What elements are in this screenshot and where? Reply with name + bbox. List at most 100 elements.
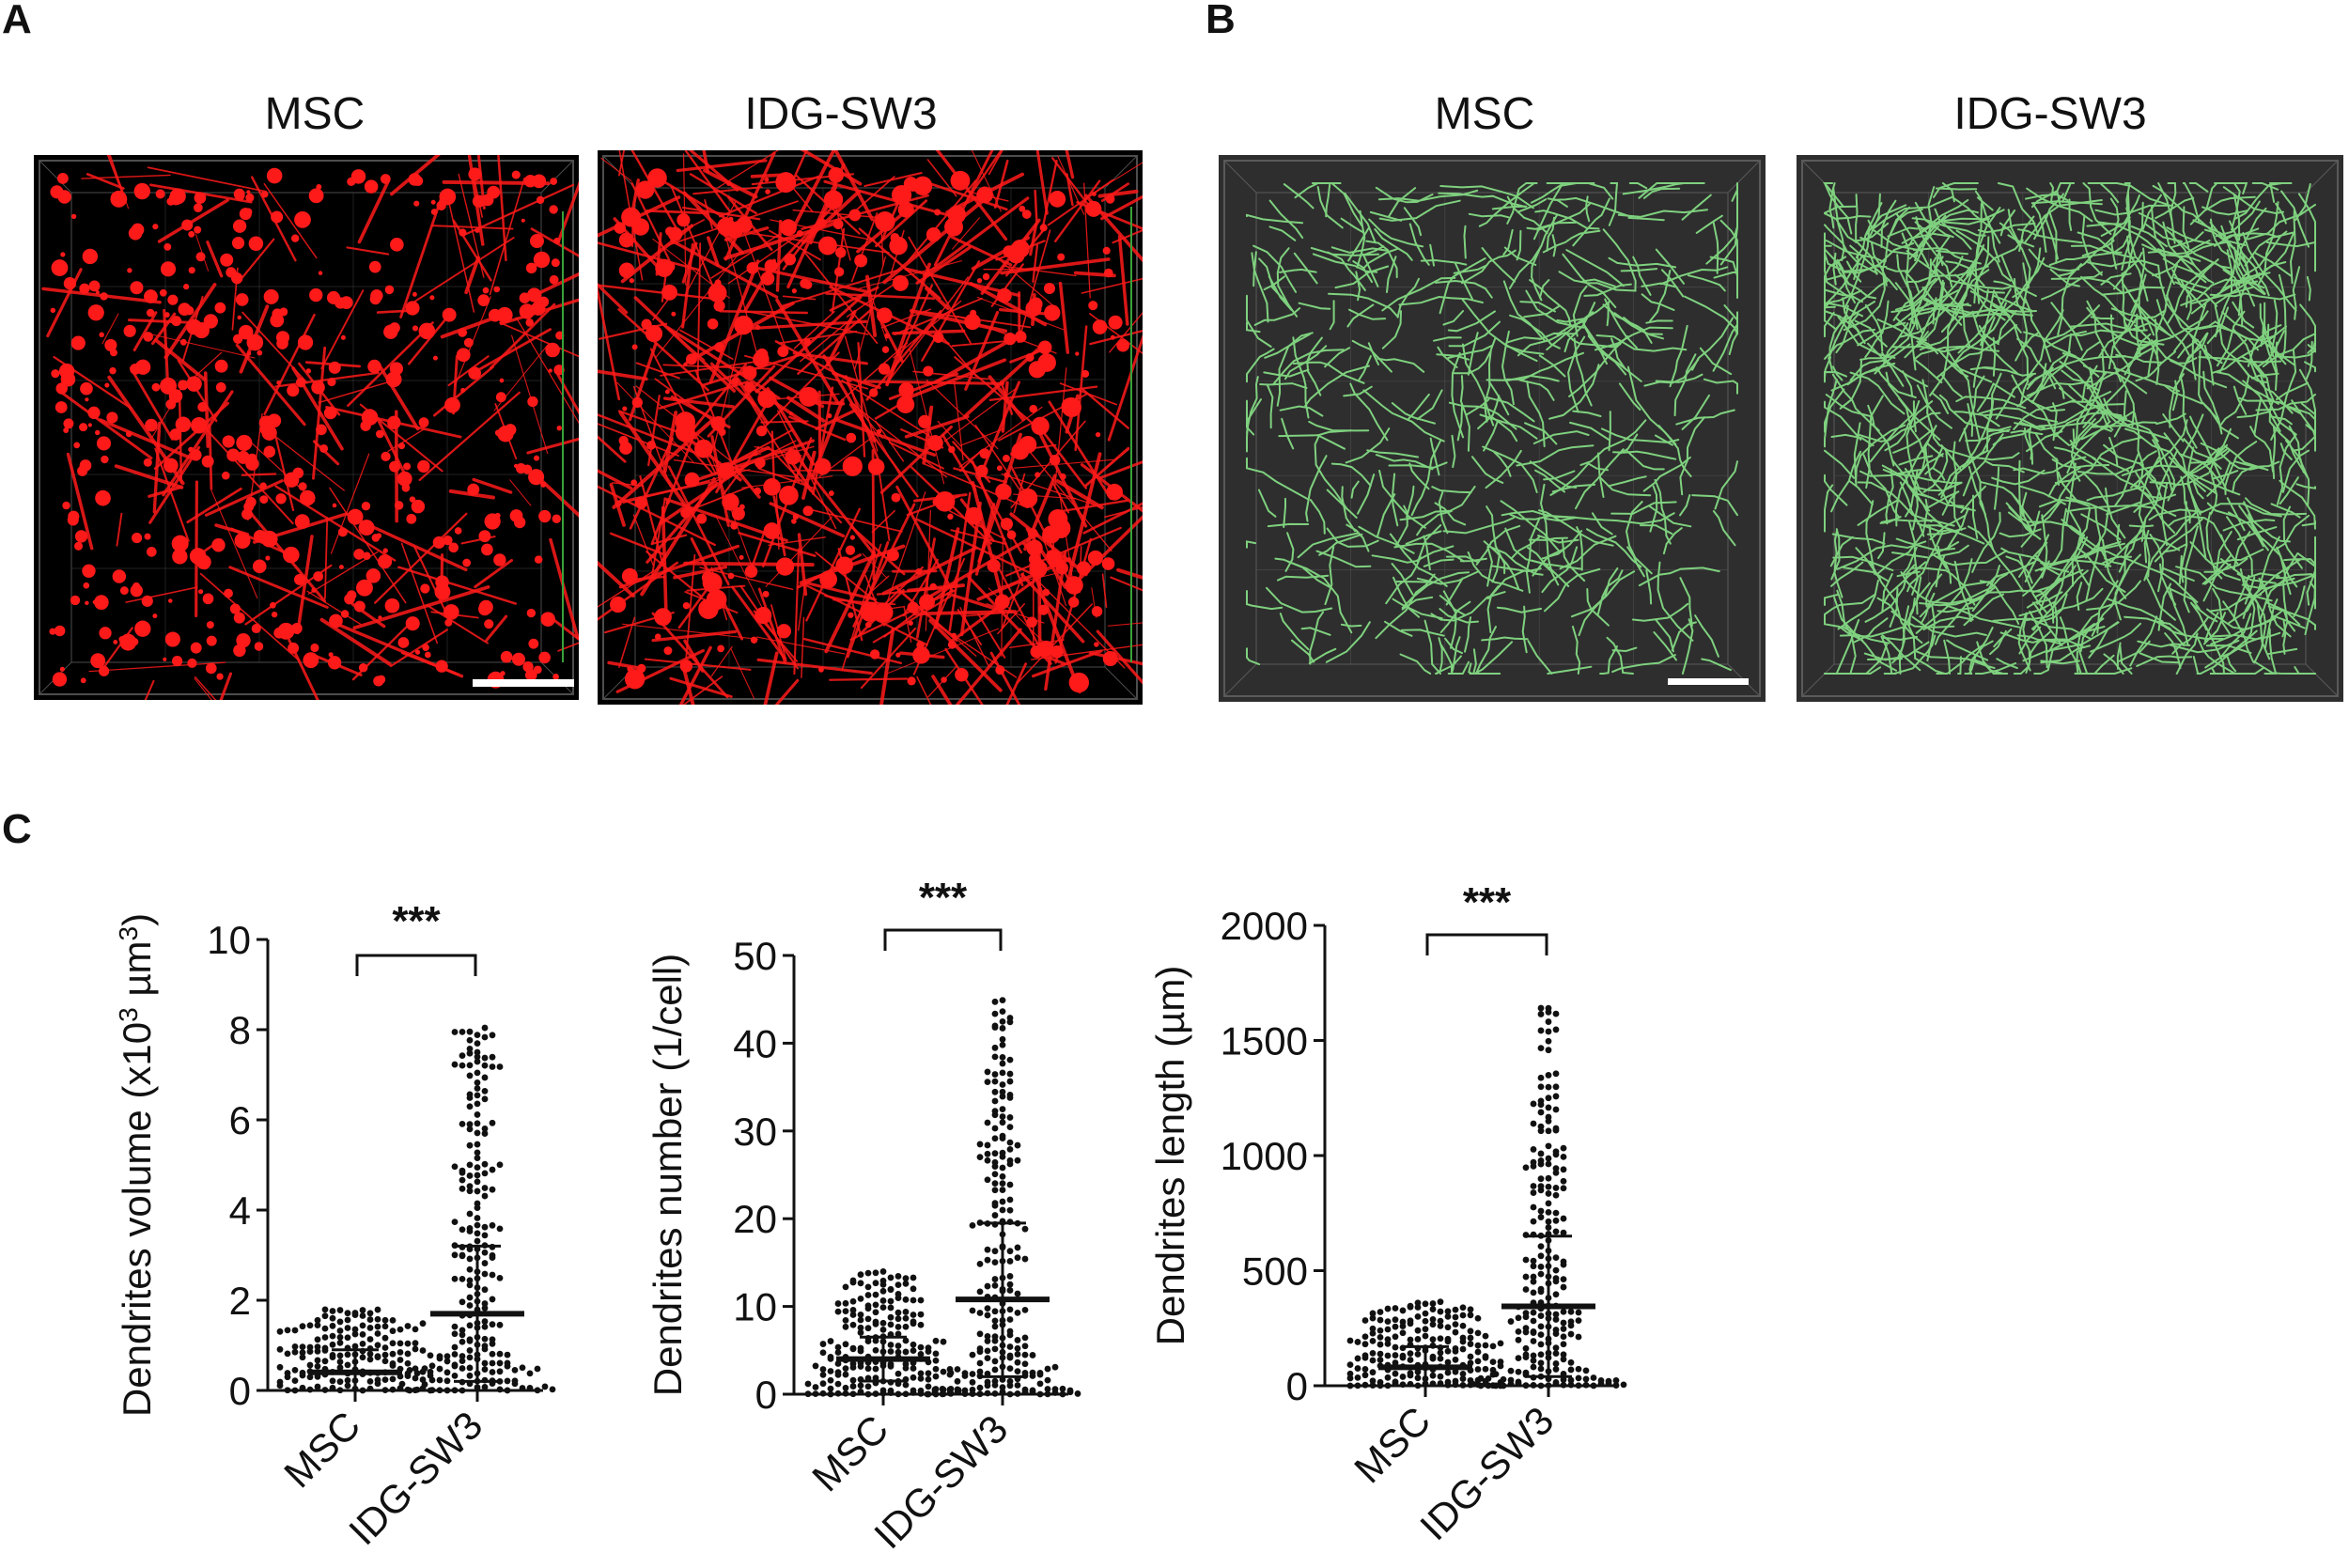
data-point	[291, 1343, 299, 1350]
data-point	[1545, 1314, 1552, 1322]
data-point	[894, 1343, 902, 1349]
data-point	[1029, 1352, 1036, 1358]
cell-body	[169, 428, 182, 441]
cell-process	[768, 536, 826, 547]
data-point	[474, 1319, 481, 1327]
cell-body	[964, 313, 981, 331]
data-point	[1537, 1341, 1545, 1348]
cell-process	[312, 440, 340, 466]
cell-body	[1025, 352, 1034, 362]
data-point	[329, 1354, 336, 1360]
data-point	[451, 1351, 459, 1358]
data-point	[961, 1370, 969, 1377]
cell-body	[1091, 606, 1103, 617]
dendrite-trace	[1655, 434, 1673, 446]
data-point	[299, 1384, 306, 1391]
data-point	[849, 1345, 857, 1353]
dendrite-trace	[1921, 379, 1940, 446]
cell-body	[627, 665, 633, 673]
dendrite-trace	[2202, 370, 2223, 435]
data-point	[999, 1198, 1006, 1205]
cell-body	[1014, 331, 1027, 343]
dendrite-trace	[2092, 457, 2164, 500]
data-point	[1552, 1311, 1560, 1318]
data-point	[976, 1348, 984, 1356]
data-point	[932, 1365, 940, 1373]
data-point	[1545, 1142, 1552, 1150]
data-point	[1384, 1326, 1392, 1333]
data-point	[1530, 1317, 1537, 1325]
cell-body	[533, 251, 551, 269]
data-point	[857, 1363, 864, 1370]
cell-body	[236, 434, 253, 452]
cell-body	[1076, 561, 1091, 576]
cell-body	[702, 572, 723, 593]
dendrite-trace	[1253, 307, 1301, 326]
data-point	[1530, 1263, 1537, 1270]
dendrite-trace	[1855, 194, 1859, 243]
data-point	[466, 1347, 474, 1354]
data-point	[991, 1345, 999, 1353]
data-point	[1392, 1316, 1399, 1324]
data-point	[1545, 1174, 1552, 1182]
dendrite-trace	[1713, 271, 1738, 292]
cell-process	[725, 445, 815, 472]
data-point	[466, 1172, 474, 1179]
panel-label-a: A	[2, 0, 32, 42]
dendrite-trace	[1490, 415, 1518, 442]
data-point	[351, 1312, 359, 1318]
data-point	[1429, 1321, 1437, 1328]
cell-process	[445, 189, 475, 313]
data-point	[436, 1376, 443, 1384]
data-point	[842, 1341, 849, 1348]
data-point	[474, 1172, 481, 1179]
data-point	[947, 1389, 955, 1397]
dendrite-trace	[2033, 648, 2054, 675]
cell-body	[171, 535, 189, 552]
dendrite-trace	[1531, 245, 1543, 302]
cell-body	[665, 500, 670, 505]
cell-body	[955, 668, 969, 682]
cell-body	[435, 575, 449, 589]
cell-body	[73, 442, 81, 449]
data-point	[451, 1163, 459, 1171]
dendrite-trace	[1436, 637, 1443, 675]
cell-process	[1082, 502, 1143, 535]
data-point	[1530, 1120, 1537, 1127]
panel-b-msc-reconstruction	[1219, 155, 1766, 702]
cell-body	[202, 593, 214, 605]
cell-process	[274, 371, 380, 388]
cell-process	[127, 318, 194, 324]
dendrite-trace	[1330, 462, 1372, 487]
dendrite-trace	[1653, 631, 1677, 661]
data-point	[1489, 1371, 1497, 1378]
dendrite-trace	[1855, 424, 1906, 483]
dendrite-trace	[1358, 355, 1372, 381]
dendrite-trace	[1695, 214, 1723, 234]
data-point	[489, 1350, 496, 1358]
data-point	[1014, 1309, 1021, 1316]
cell-body	[478, 599, 493, 614]
cell-body	[610, 596, 627, 613]
data-point	[1522, 1164, 1530, 1172]
data-point	[1066, 1389, 1074, 1396]
cell-process	[1101, 573, 1108, 609]
data-point	[1567, 1376, 1575, 1384]
data-point	[314, 1357, 321, 1364]
cell-body	[261, 425, 277, 441]
data-point	[474, 1275, 481, 1282]
cell-body	[661, 284, 677, 301]
cell-body	[934, 490, 956, 512]
cell-body	[1065, 576, 1083, 595]
data-point	[984, 1141, 991, 1149]
cell-process	[922, 405, 934, 465]
cell-body	[143, 332, 153, 342]
data-point	[1014, 1382, 1021, 1389]
image-border	[39, 160, 574, 695]
cell-body	[1027, 528, 1038, 539]
data-point	[474, 1200, 481, 1207]
cell-body	[259, 495, 269, 505]
cell-body	[1108, 315, 1123, 330]
cell-body	[406, 513, 417, 524]
cell-process	[658, 380, 749, 410]
